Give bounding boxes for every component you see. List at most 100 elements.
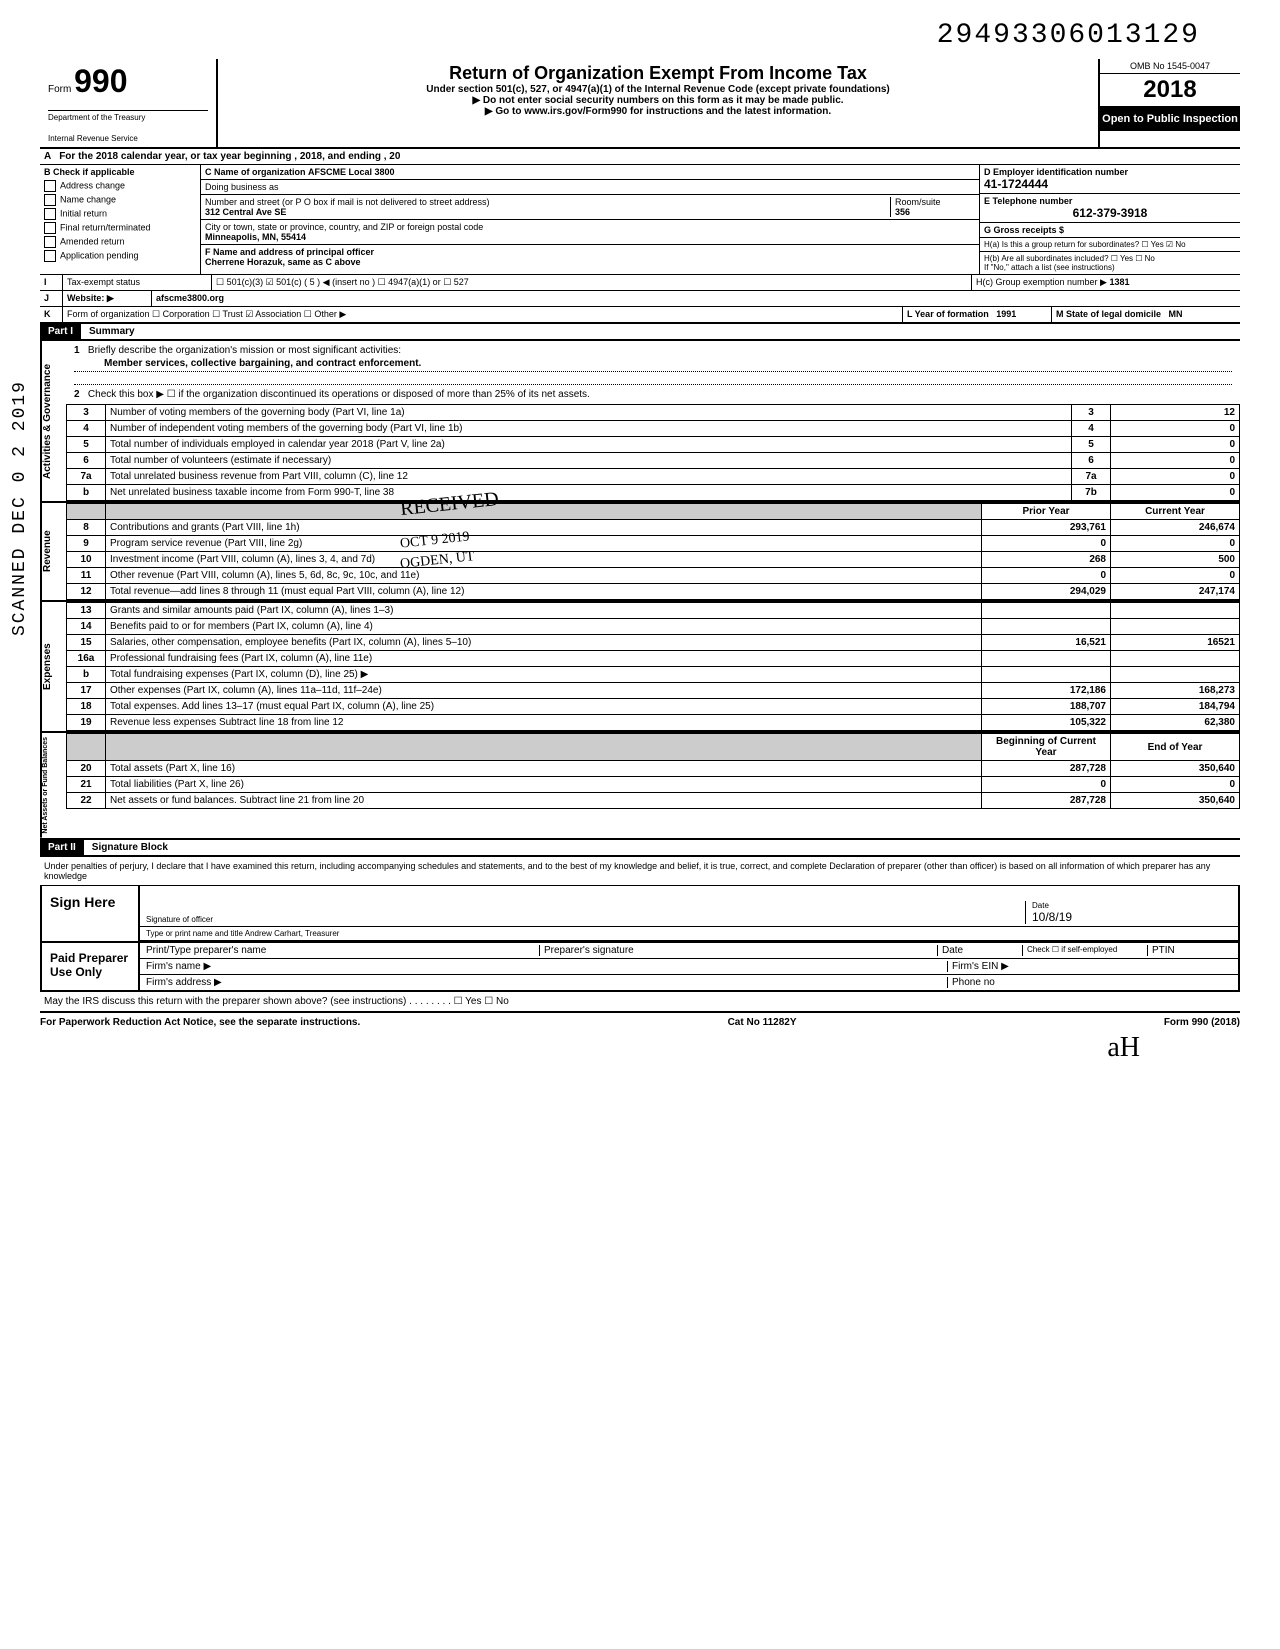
- firm-phone-label: Phone no: [947, 977, 1232, 988]
- firm-ein-label: Firm's EIN ▶: [947, 961, 1232, 972]
- dba-label: Doing business as: [201, 180, 979, 195]
- firm-addr-label: Firm's address ▶: [146, 977, 947, 988]
- form-note2: ▶ Go to www.irs.gov/Form990 for instruct…: [224, 106, 1092, 117]
- row-j-value: afscme3800.org: [152, 291, 1240, 306]
- sig-name: Andrew Carhart, Treasurer: [245, 929, 340, 938]
- checkbox-icon[interactable]: [44, 250, 56, 262]
- document-id: 29493306013129: [40, 20, 1240, 51]
- f-label: F Name and address of principal officer: [205, 247, 374, 257]
- section-expenses: Expenses 13Grants and similar amounts pa…: [40, 602, 1240, 733]
- addr-value: 312 Central Ave SE: [205, 207, 286, 217]
- row-k: K Form of organization ☐ Corporation ☐ T…: [40, 307, 1240, 324]
- section-netassets: Net Assets or Fund Balances Beginning of…: [40, 733, 1240, 840]
- city-label: City or town, state or province, country…: [205, 222, 483, 232]
- state-domicile-label: M State of legal domicile: [1056, 309, 1161, 319]
- side-activities: Activities & Governance: [40, 341, 66, 501]
- year-formation: 1991: [996, 309, 1016, 319]
- hb-text: H(b) Are all subordinates included? ☐ Ye…: [984, 254, 1236, 263]
- sig-date: 10/8/19: [1032, 910, 1072, 924]
- line2-text: Check this box ▶ ☐ if the organization d…: [88, 389, 590, 400]
- expenses-table: 13Grants and similar amounts paid (Part …: [66, 602, 1240, 731]
- e-value: 612-379-3918: [984, 206, 1236, 220]
- addr-label: Number and street (or P O box if mail is…: [205, 197, 489, 207]
- row-j-label: Website: ▶: [63, 291, 152, 306]
- mission-value: Member services, collective bargaining, …: [74, 356, 1232, 372]
- part-i-title: Summary: [81, 324, 143, 339]
- hdr-prior: Prior Year: [982, 504, 1111, 520]
- sig-name-label: Type or print name and title: [146, 929, 243, 938]
- d-label: D Employer identification number: [984, 167, 1128, 177]
- opt-final-return: Final return/terminated: [60, 222, 151, 232]
- part-i-header: Part I Summary: [40, 324, 1240, 341]
- footer-right: Form 990 (2018): [1164, 1017, 1240, 1028]
- row-k-label: Form of organization ☐ Corporation ☐ Tru…: [63, 307, 903, 322]
- opt-address-change: Address change: [60, 180, 125, 190]
- prep-ptin-label: PTIN: [1147, 945, 1232, 956]
- dept-treasury: Department of the Treasury: [48, 110, 208, 122]
- dept-irs: Internal Revenue Service: [48, 132, 208, 143]
- part-i-hdr: Part I: [40, 324, 81, 339]
- checkbox-icon[interactable]: [44, 222, 56, 234]
- state-domicile: MN: [1169, 309, 1183, 319]
- c-label: C Name of organization: [205, 167, 306, 177]
- initials-icon: aH: [40, 1032, 1240, 1064]
- sig-date-label: Date: [1032, 901, 1049, 910]
- side-expenses: Expenses: [40, 602, 66, 731]
- opt-initial-return: Initial return: [60, 208, 107, 218]
- scanned-stamp: SCANNED DEC 0 2 2019: [10, 380, 30, 636]
- footer-mid: Cat No 11282Y: [728, 1017, 797, 1028]
- form-subtitle: Under section 501(c), 527, or 4947(a)(1)…: [224, 84, 1092, 95]
- discuss-text: May the IRS discuss this return with the…: [40, 992, 1240, 1013]
- e-label: E Telephone number: [984, 196, 1072, 206]
- sign-here-block: Sign Here Signature of officer Date10/8/…: [40, 886, 1240, 943]
- revenue-table: Prior YearCurrent Year 8Contributions an…: [66, 503, 1240, 600]
- prep-sig-label: Preparer's signature: [539, 945, 937, 956]
- mission-label: Briefly describe the organization's miss…: [88, 345, 401, 356]
- form-prefix: Form: [48, 84, 71, 95]
- row-i-label: Tax-exempt status: [63, 275, 212, 290]
- ha-text: H(a) Is this a group return for subordin…: [980, 238, 1240, 252]
- perjury-text: Under penalties of perjury, I declare th…: [40, 857, 1240, 886]
- row-i-opts: ☐ 501(c)(3) ☑ 501(c) ( 5 ) ◀ (insert no …: [212, 275, 972, 290]
- prep-date-label: Date: [937, 945, 1022, 956]
- form-note1: ▶ Do not enter social security numbers o…: [224, 95, 1092, 106]
- opt-name-change: Name change: [60, 194, 116, 204]
- hc-value: 1381: [1110, 277, 1130, 287]
- row-j: J Website: ▶ afscme3800.org: [40, 291, 1240, 307]
- part-ii-hdr: Part II: [40, 840, 84, 855]
- room-label: Room/suite: [895, 197, 941, 207]
- checkbox-icon[interactable]: [44, 194, 56, 206]
- paid-label: Paid Preparer Use Only: [42, 943, 140, 990]
- form-number: 990: [74, 63, 127, 99]
- prep-check-label: Check ☐ if self-employed: [1022, 945, 1147, 956]
- checkbox-icon[interactable]: [44, 236, 56, 248]
- col-b-header: Check if applicable: [53, 167, 135, 177]
- checkbox-icon[interactable]: [44, 180, 56, 192]
- section-revenue: Revenue Prior YearCurrent Year 8Contribu…: [40, 503, 1240, 602]
- hdr-begin: Beginning of Current Year: [982, 734, 1111, 761]
- side-revenue: Revenue: [40, 503, 66, 600]
- hc-label: H(c) Group exemption number ▶: [976, 277, 1107, 287]
- col-de: D Employer identification number41-17244…: [979, 165, 1240, 274]
- city-value: Minneapolis, MN, 55414: [205, 232, 306, 242]
- col-c: C Name of organization AFSCME Local 3800…: [201, 165, 979, 274]
- prep-name-label: Print/Type preparer's name: [146, 945, 539, 956]
- d-value: 41-1724444: [984, 177, 1048, 191]
- part-ii-header: Part II Signature Block: [40, 840, 1240, 857]
- checkbox-icon[interactable]: [44, 208, 56, 220]
- summary-table: 3Number of voting members of the governi…: [66, 404, 1240, 501]
- paid-preparer-block: Paid Preparer Use Only Print/Type prepar…: [40, 943, 1240, 992]
- section-activities: Activities & Governance 1 Briefly descri…: [40, 341, 1240, 503]
- row-a-text: For the 2018 calendar year, or tax year …: [59, 151, 400, 162]
- header-grid: B Check if applicable Address change Nam…: [40, 165, 1240, 275]
- sign-here-label: Sign Here: [42, 886, 140, 941]
- side-netassets: Net Assets or Fund Balances: [40, 733, 66, 838]
- row-i: I Tax-exempt status ☐ 501(c)(3) ☑ 501(c)…: [40, 275, 1240, 291]
- g-label: G Gross receipts $: [984, 225, 1064, 235]
- year-formation-label: L Year of formation: [907, 309, 989, 319]
- footer: For Paperwork Reduction Act Notice, see …: [40, 1013, 1240, 1032]
- tax-year: 2018: [1100, 74, 1240, 107]
- c-value: AFSCME Local 3800: [308, 167, 395, 177]
- part-ii-title: Signature Block: [84, 840, 176, 855]
- sig-label: Signature of officer: [146, 915, 1025, 924]
